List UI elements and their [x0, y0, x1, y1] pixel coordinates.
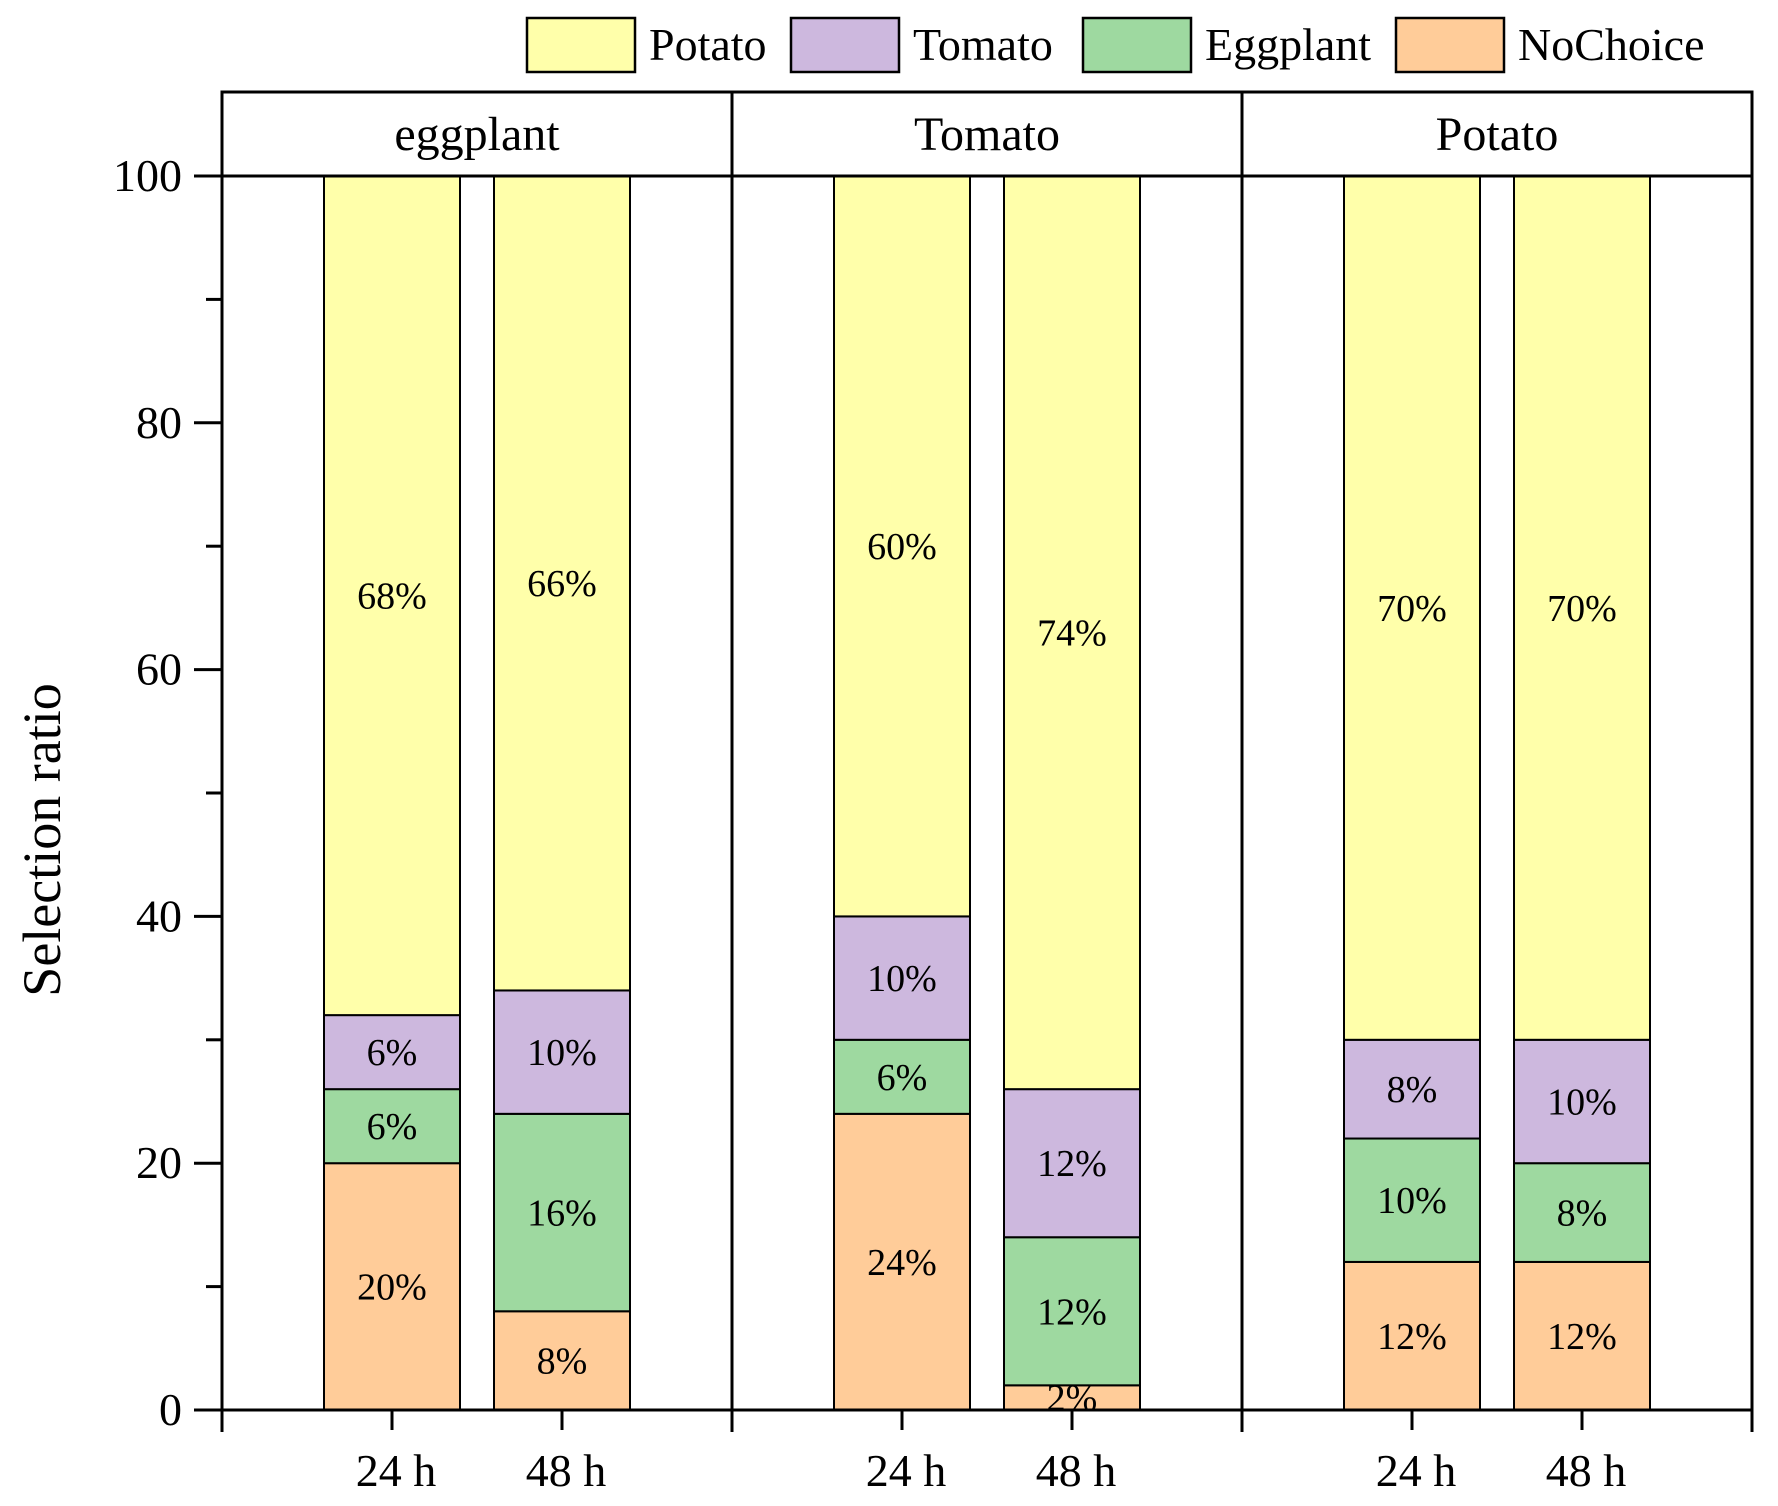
panel-title: eggplant — [394, 108, 560, 161]
legend: Potato Tomato Eggplant NoChoice — [525, 16, 1705, 74]
data-label: 70% — [1377, 588, 1447, 630]
panel-eggplant: eggplant 20% 6% 6% 68% 8% 16% 10% 66% — [220, 90, 734, 1412]
chart-panels: eggplant 20% 6% 6% 68% 8% 16% 10% 66% Tomato 24% 6%… — [220, 90, 1754, 1420]
y-tick-label: 0 — [159, 1384, 182, 1435]
data-label: 24% — [867, 1242, 937, 1284]
legend-label: Tomato — [913, 19, 1053, 70]
x-tick-label: 24 h — [1376, 1445, 1457, 1496]
x-tick-label: 24 h — [356, 1445, 437, 1496]
y-tick-label: 60 — [136, 644, 182, 695]
bar-segment-potato — [323, 175, 461, 1017]
bar-24-h: 12% 10% 8% 70% — [1343, 175, 1481, 1412]
bar-segment-tomato — [323, 1014, 461, 1091]
data-label: 12% — [1547, 1316, 1617, 1358]
y-axis: 0 20 40 60 80 100 — [113, 150, 222, 1435]
legend-label: Potato — [649, 19, 767, 70]
data-label: 16% — [527, 1193, 597, 1235]
data-label: 60% — [867, 526, 937, 568]
data-label: 10% — [1377, 1180, 1447, 1222]
data-label: 20% — [357, 1267, 427, 1309]
panel-frame — [1240, 174, 1754, 1412]
legend-swatch — [525, 16, 637, 74]
legend-item-potato: Potato — [525, 16, 767, 74]
data-label: 10% — [1547, 1082, 1617, 1124]
x-tick-label: 48 h — [1036, 1445, 1117, 1496]
data-label: 74% — [1037, 613, 1107, 655]
bar-24-h: 24% 6% 10% 60% — [833, 175, 971, 1411]
bar-segment-potato — [1003, 175, 1141, 1091]
data-label: 6% — [367, 1106, 418, 1148]
y-tick-label: 100 — [113, 150, 182, 201]
data-label: 10% — [527, 1032, 597, 1074]
y-tick-label: 40 — [136, 890, 182, 941]
bar-segment-tomato — [1513, 1038, 1651, 1165]
legend-swatch — [1081, 16, 1193, 74]
legend-swatch — [1394, 16, 1506, 74]
x-tick-label: 24 h — [866, 1445, 947, 1496]
legend-item-eggplant: Eggplant — [1081, 16, 1371, 74]
panel-strip — [730, 90, 1244, 178]
panel-strip — [220, 90, 734, 178]
data-label: 6% — [877, 1057, 928, 1099]
data-label: 6% — [367, 1032, 418, 1074]
bar-segment-nochoice — [1343, 1260, 1481, 1412]
bar-48-h: 8% 16% 10% 66% — [493, 175, 631, 1412]
y-axis-label: Selection ratio — [12, 683, 72, 996]
panel-frame — [220, 174, 734, 1412]
bar-segment-nochoice — [323, 1162, 461, 1411]
bar-segment-eggplant — [493, 1112, 631, 1313]
data-label: 8% — [1557, 1193, 1608, 1235]
panel-title: Potato — [1436, 108, 1559, 161]
data-label: 70% — [1547, 588, 1617, 630]
legend-label: NoChoice — [1518, 19, 1705, 70]
bar-segment-tomato — [1003, 1088, 1141, 1239]
bar-segment-eggplant — [1003, 1236, 1141, 1387]
bar-segment-potato — [493, 175, 631, 992]
bar-segment-nochoice — [833, 1112, 971, 1411]
bar-segment-tomato — [493, 989, 631, 1115]
bar-segment-eggplant — [833, 1038, 971, 1115]
data-label: 12% — [1037, 1143, 1107, 1185]
bar-24-h: 20% 6% 6% 68% — [323, 175, 461, 1411]
x-tick-label: 48 h — [1546, 1445, 1627, 1496]
data-label: 8% — [537, 1341, 588, 1383]
data-label: 66% — [527, 563, 597, 605]
data-label: 12% — [1377, 1316, 1447, 1358]
bar-segment-tomato — [833, 915, 971, 1041]
legend-label: Eggplant — [1205, 19, 1371, 70]
y-tick-label: 20 — [136, 1137, 182, 1188]
bar-segment-nochoice — [1513, 1260, 1651, 1412]
bar-segment-potato — [1343, 175, 1481, 1041]
legend-item-nochoice: NoChoice — [1394, 16, 1705, 74]
x-axis: 24 h 48 h 24 h 48 h 24 h 48 h — [220, 1410, 1754, 1496]
bar-segment-nochoice — [493, 1310, 631, 1412]
panel-potato: Potato 12% 10% 8% 70% 12% 8% 10% 70% — [1240, 90, 1754, 1412]
data-label: 68% — [357, 576, 427, 618]
bar-segment-tomato — [1343, 1038, 1481, 1140]
panel-strip — [1240, 90, 1754, 178]
bar-48-h: 2%12%12%74% — [1003, 175, 1141, 1420]
panel-frame — [730, 174, 1244, 1412]
data-label: 8% — [1387, 1069, 1438, 1111]
bar-48-h: 12% 8% 10% 70% — [1513, 175, 1651, 1412]
data-label: 10% — [867, 958, 937, 1000]
data-label: 12% — [1037, 1291, 1107, 1333]
panel-title: Tomato — [914, 108, 1060, 161]
legend-swatch — [789, 16, 901, 74]
y-tick-label: 80 — [136, 397, 182, 448]
legend-item-tomato: Tomato — [789, 16, 1053, 74]
x-tick-label: 48 h — [526, 1445, 607, 1496]
